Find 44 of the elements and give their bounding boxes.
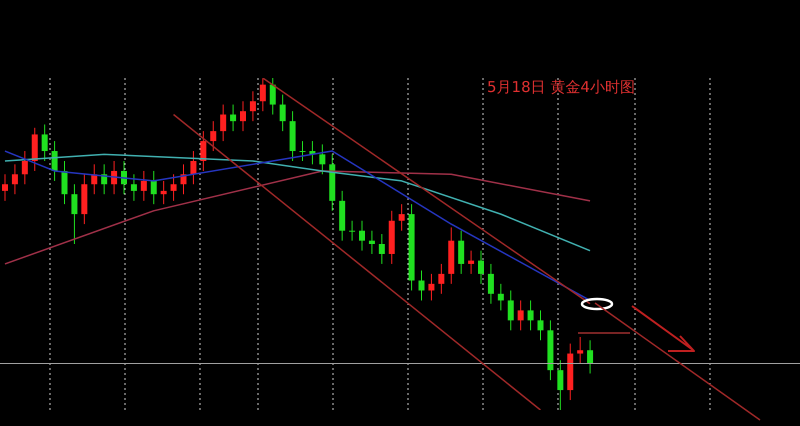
candlestick — [359, 220, 365, 252]
candlestick — [12, 164, 18, 195]
candlestick — [260, 78, 266, 112]
candlestick — [438, 263, 444, 294]
candlestick — [488, 263, 494, 304]
candlestick — [418, 270, 424, 301]
candlestick — [42, 124, 48, 162]
candlestick — [170, 174, 177, 202]
candlestick — [250, 90, 256, 122]
candlestick — [428, 273, 434, 301]
candlestick — [538, 310, 544, 341]
candlestick — [368, 230, 375, 254]
candlestick — [378, 234, 385, 264]
candlestick — [62, 160, 68, 205]
candlestick — [518, 300, 524, 331]
candlestick — [587, 340, 594, 374]
candlestick — [300, 140, 306, 162]
candlestick — [270, 78, 276, 116]
candlestick — [210, 120, 216, 152]
candlestick — [140, 170, 147, 202]
candlestick — [478, 250, 484, 284]
candlestick — [508, 290, 514, 331]
candlestick — [528, 300, 534, 331]
candlestick — [190, 150, 196, 185]
candlestick — [398, 204, 405, 232]
candlestick — [130, 174, 137, 202]
candlestick — [240, 100, 246, 132]
candlestick — [468, 250, 474, 274]
candlestick — [200, 130, 206, 172]
candlestick — [22, 150, 28, 185]
candlestick — [160, 180, 167, 205]
chart-title: 5月18日 黄金4小时图 — [487, 78, 635, 97]
candlestick — [458, 230, 464, 274]
candlestick — [150, 170, 157, 205]
candlestick — [2, 174, 8, 202]
candlestick — [71, 184, 78, 244]
candlestick — [577, 336, 584, 364]
candlestick — [498, 283, 504, 311]
candlestick — [220, 104, 226, 142]
candlestick — [557, 360, 564, 410]
candlestick — [349, 220, 356, 242]
candlestick — [230, 104, 236, 132]
candlestick — [319, 144, 326, 175]
candlestick — [280, 94, 286, 132]
